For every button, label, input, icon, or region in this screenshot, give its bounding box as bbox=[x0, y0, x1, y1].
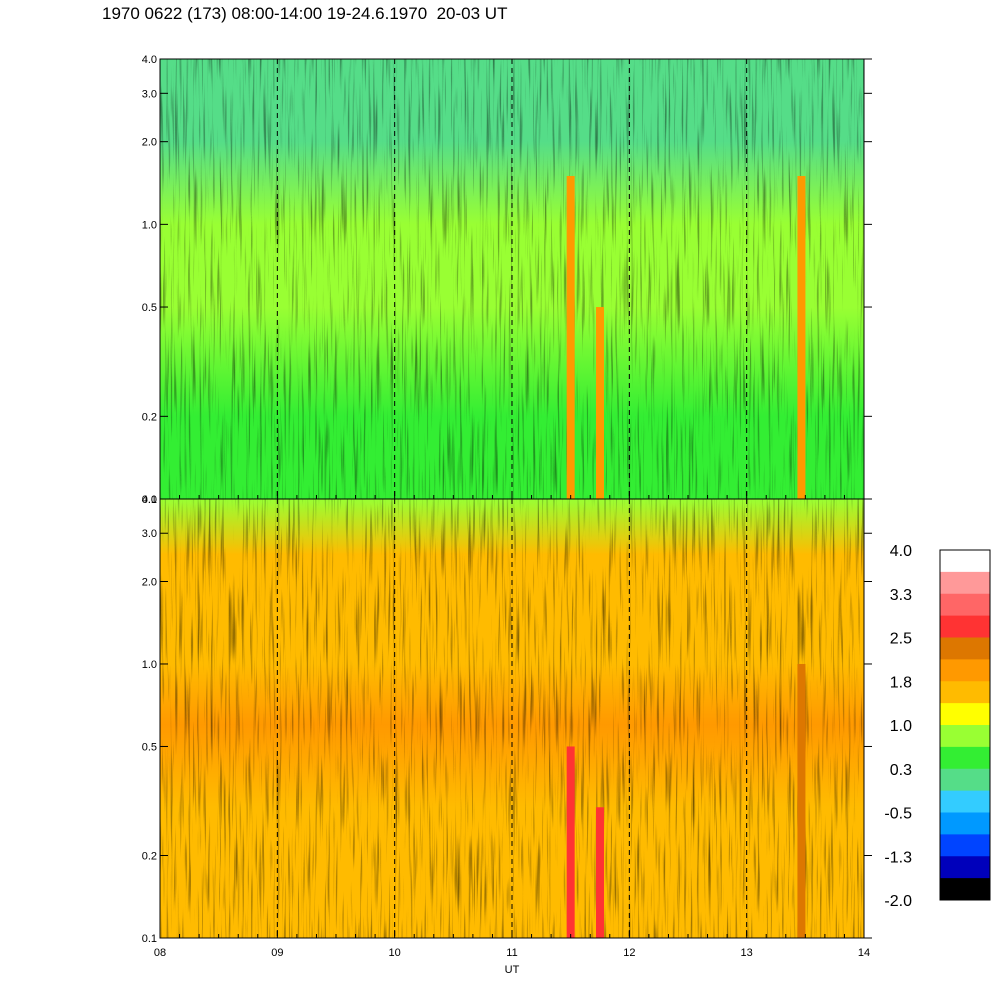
y-tick-label: 0.5 bbox=[142, 741, 157, 753]
bottom-spectrogram-panel: 0.1 0.2 0.5 1.0 2.0 3.0 4.0 08 09 10 11 12 13 14 UT bbox=[142, 494, 872, 976]
y-tick-label: 0.5 bbox=[142, 302, 157, 314]
y-tick-label: 1.0 bbox=[142, 659, 157, 671]
colorbar-label: 1.0 bbox=[890, 718, 912, 735]
x-tick-label: 09 bbox=[271, 947, 283, 959]
x-tick-label: 13 bbox=[741, 947, 753, 959]
y-tick-label: 0.2 bbox=[142, 411, 157, 423]
y-tick-label: 0.2 bbox=[142, 851, 157, 863]
burst-feature bbox=[596, 307, 604, 499]
x-tick-label: 08 bbox=[154, 947, 166, 959]
y-tick-label: 4.0 bbox=[142, 54, 157, 66]
y-tick-label: 0.1 bbox=[142, 933, 157, 945]
top-spectrogram-panel: 0.1 0.2 0.5 1.0 2.0 3.0 4.0 bbox=[142, 54, 872, 506]
x-tick-label: 10 bbox=[389, 947, 401, 959]
y-tick-label: 2.0 bbox=[142, 137, 157, 149]
colorbar-segment bbox=[940, 637, 990, 660]
colorbar-segment bbox=[940, 725, 990, 748]
colorbar-label: 4.0 bbox=[890, 543, 912, 560]
plot-title: 1970 0622 (173) 08:00-14:00 19-24.6.1970… bbox=[102, 4, 508, 23]
colorbar-frame bbox=[939, 549, 991, 901]
colorbar-label: 3.3 bbox=[890, 587, 912, 604]
colorbar-label: -1.3 bbox=[884, 849, 912, 866]
colorbar-segment bbox=[940, 834, 990, 857]
colorbar-segment bbox=[940, 746, 990, 770]
burst-feature bbox=[566, 175, 575, 499]
colorbar-label: -0.5 bbox=[884, 806, 912, 823]
y-tick-label: 1.0 bbox=[142, 219, 157, 231]
colorbar-segment bbox=[940, 878, 990, 901]
burst-feature bbox=[797, 175, 806, 499]
colorbar: 4.0 3.3 2.5 1.8 1.0 0.3 -0.5 -1.3 -2.0 bbox=[884, 543, 991, 910]
y-tick-label: 4.0 bbox=[142, 494, 157, 506]
burst-feature bbox=[797, 663, 806, 938]
colorbar-segment bbox=[940, 856, 990, 879]
burst-feature bbox=[596, 807, 604, 938]
x-tick-label: 14 bbox=[858, 947, 870, 959]
x-tick-label: 12 bbox=[623, 947, 635, 959]
colorbar-segment bbox=[940, 550, 990, 573]
x-axis-label: UT bbox=[505, 964, 520, 976]
y-tick-label: 0.1 bbox=[142, 494, 157, 506]
colorbar-segment bbox=[940, 812, 990, 835]
colorbar-segment bbox=[940, 768, 990, 792]
colorbar-segment bbox=[940, 615, 990, 638]
colorbar-label: 2.5 bbox=[890, 631, 912, 648]
y-tick-label: 3.0 bbox=[142, 88, 157, 100]
colorbar-segment bbox=[940, 571, 990, 595]
colorbar-segment bbox=[940, 659, 990, 682]
colorbar-segment bbox=[940, 790, 990, 813]
y-tick-label: 2.0 bbox=[142, 576, 157, 588]
burst-feature bbox=[566, 746, 575, 938]
y-tick-label: 3.0 bbox=[142, 528, 157, 540]
colorbar-label: 0.3 bbox=[890, 762, 912, 779]
x-tick-label: 11 bbox=[506, 947, 517, 959]
colorbar-segment bbox=[940, 703, 990, 726]
colorbar-label: -2.0 bbox=[884, 893, 912, 910]
colorbar-segment bbox=[940, 593, 990, 617]
colorbar-segment bbox=[940, 681, 990, 704]
colorbar-label: 1.8 bbox=[890, 674, 912, 691]
